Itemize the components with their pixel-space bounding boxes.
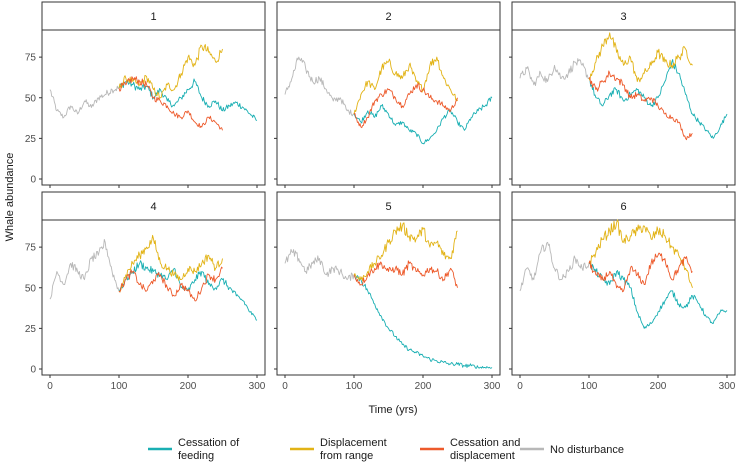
series-line [118, 76, 223, 131]
series-line [519, 241, 590, 292]
facet-strip [276, 1, 501, 31]
x-tick-label: 300 [719, 381, 736, 392]
series-line [284, 248, 355, 281]
facet-strip [511, 1, 736, 31]
x-tick-label: 100 [111, 381, 128, 392]
facet-strip-label: 5 [385, 201, 391, 213]
facet-panel-5: 5 0 100 200 300 [274, 191, 501, 392]
x-tick-label: 300 [249, 381, 266, 392]
series-line [118, 266, 223, 302]
y-tick-label: 25 [25, 134, 37, 145]
series-line [588, 59, 728, 139]
legend-label: Cessation and [450, 437, 520, 449]
series-line [118, 78, 258, 121]
legend-label: displacement [450, 450, 515, 462]
facet-strip-label: 3 [620, 11, 626, 23]
facet-panel-3: 3 [509, 1, 736, 188]
y-tick-label: 25 [25, 324, 37, 335]
series-line [284, 56, 355, 117]
series-line [588, 252, 693, 293]
x-tick-label: 200 [415, 381, 432, 392]
facet-panel-1: 1 0 25 50 75 [25, 1, 266, 188]
series-line [49, 85, 120, 119]
plot-area [511, 29, 736, 186]
series-line [519, 58, 590, 87]
y-tick-label: 75 [25, 53, 37, 64]
plot-area [276, 219, 501, 376]
x-tick-label: 0 [517, 381, 523, 392]
series-line [588, 219, 693, 288]
series-line [118, 234, 223, 293]
plot-area [276, 29, 501, 186]
series-line [588, 262, 728, 329]
facet-strip-label: 6 [620, 201, 626, 213]
facet-strip [41, 1, 266, 31]
legend-label: Displacement [320, 437, 387, 449]
series-line [353, 56, 458, 115]
series-line [353, 274, 493, 369]
x-tick-label: 100 [346, 381, 363, 392]
legend-label: feeding [178, 450, 214, 462]
series-line [49, 238, 120, 300]
facet-panel-4: 4 0 25 50 75 0 100 200 300 [25, 191, 266, 392]
facet-strip-label: 1 [150, 11, 156, 23]
legend-label: from range [320, 450, 373, 462]
series-line [353, 83, 458, 129]
series-line [353, 260, 458, 288]
x-tick-label: 100 [581, 381, 598, 392]
x-axis-title: Time (yrs) [368, 404, 417, 416]
facet-strip [41, 191, 266, 221]
legend-label: No disturbance [550, 444, 624, 456]
x-tick-label: 300 [484, 381, 501, 392]
legend-label: Cessation of [178, 437, 240, 449]
x-tick-label: 0 [47, 381, 53, 392]
x-tick-label: 200 [180, 381, 197, 392]
y-tick-label: 0 [30, 365, 36, 376]
series-line [353, 96, 493, 145]
facet-panel-6: 6 0 100 200 300 [509, 191, 736, 392]
facet-strip [276, 191, 501, 221]
series-line [588, 32, 693, 83]
facet-strip-label: 2 [385, 11, 391, 23]
x-tick-label: 0 [282, 381, 288, 392]
y-tick-label: 75 [25, 243, 37, 254]
y-tick-label: 50 [25, 93, 37, 104]
x-tick-label: 200 [650, 381, 667, 392]
facet-panel-2: 2 [274, 1, 501, 188]
y-tick-label: 50 [25, 283, 37, 294]
y-tick-label: 0 [30, 175, 36, 186]
plot-area [41, 29, 266, 186]
legend-item: No disturbance [520, 444, 624, 456]
series-line [588, 70, 693, 141]
plot-area [41, 219, 266, 376]
facet-strip [511, 191, 736, 221]
series-line [118, 44, 223, 99]
plot-area [511, 219, 736, 376]
y-axis-title: Whale abundance [4, 153, 16, 242]
facet-strip-label: 4 [150, 201, 156, 213]
